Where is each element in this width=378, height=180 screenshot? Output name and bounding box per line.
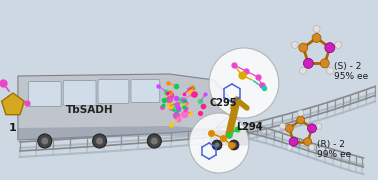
Polygon shape [2, 93, 24, 115]
Circle shape [313, 26, 320, 33]
Polygon shape [18, 116, 239, 140]
Circle shape [189, 113, 249, 173]
Circle shape [280, 123, 286, 129]
Circle shape [308, 124, 316, 133]
Text: 99% ee: 99% ee [316, 150, 351, 159]
Circle shape [151, 138, 158, 145]
Circle shape [308, 124, 316, 132]
FancyBboxPatch shape [210, 131, 248, 145]
FancyBboxPatch shape [98, 80, 129, 104]
Circle shape [147, 134, 161, 148]
Text: 1: 1 [9, 123, 17, 133]
Circle shape [215, 143, 220, 147]
Circle shape [304, 138, 311, 146]
Circle shape [297, 110, 304, 116]
Circle shape [297, 116, 305, 124]
Circle shape [304, 58, 313, 68]
Circle shape [309, 144, 315, 150]
Polygon shape [18, 74, 239, 140]
Circle shape [285, 124, 293, 132]
Circle shape [209, 48, 279, 118]
Circle shape [327, 67, 333, 74]
Circle shape [304, 59, 313, 68]
Circle shape [325, 43, 334, 52]
Circle shape [312, 33, 321, 42]
Text: C295: C295 [209, 98, 237, 108]
Circle shape [335, 41, 342, 48]
Circle shape [320, 59, 329, 68]
Circle shape [289, 137, 298, 146]
Circle shape [299, 43, 308, 52]
Text: L294: L294 [236, 122, 262, 132]
Circle shape [38, 134, 52, 148]
Circle shape [316, 123, 322, 129]
Circle shape [300, 67, 307, 74]
Circle shape [231, 143, 236, 147]
Circle shape [229, 140, 239, 150]
FancyBboxPatch shape [28, 82, 61, 107]
FancyBboxPatch shape [131, 80, 160, 102]
Circle shape [291, 41, 298, 48]
Circle shape [325, 43, 335, 53]
Circle shape [96, 138, 103, 145]
Circle shape [41, 138, 48, 145]
Text: TbSADH: TbSADH [66, 105, 113, 115]
Text: (S) - 2: (S) - 2 [335, 62, 362, 71]
Circle shape [290, 138, 297, 146]
Circle shape [287, 144, 293, 150]
Text: 95% ee: 95% ee [335, 72, 369, 81]
Circle shape [93, 134, 107, 148]
Text: (R) - 2: (R) - 2 [316, 140, 344, 149]
FancyBboxPatch shape [63, 80, 96, 105]
Circle shape [212, 140, 222, 150]
